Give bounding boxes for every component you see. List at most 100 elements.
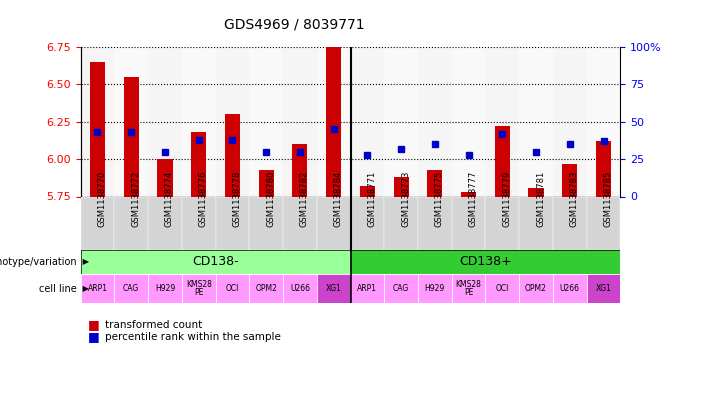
- Bar: [418, 196, 451, 250]
- Text: ▶: ▶: [80, 257, 89, 266]
- Bar: [384, 47, 418, 196]
- Text: CD138-: CD138-: [192, 255, 239, 268]
- Text: XG1: XG1: [326, 284, 341, 293]
- Bar: [148, 47, 182, 196]
- Bar: [182, 196, 216, 250]
- Bar: [157, 159, 172, 196]
- Bar: [182, 47, 216, 196]
- Text: GSM1138779: GSM1138779: [503, 171, 511, 227]
- Bar: [393, 177, 409, 196]
- Bar: [350, 274, 384, 303]
- Bar: [485, 196, 519, 250]
- Bar: [350, 47, 384, 196]
- Bar: [259, 170, 274, 196]
- Text: U266: U266: [290, 284, 310, 293]
- Bar: [216, 47, 250, 196]
- Bar: [418, 47, 451, 196]
- Bar: [81, 250, 350, 274]
- Text: OCI: OCI: [496, 284, 509, 293]
- Bar: [451, 47, 485, 196]
- Text: GSM1138781: GSM1138781: [536, 171, 545, 227]
- Bar: [529, 187, 544, 196]
- Text: ■: ■: [88, 318, 100, 332]
- Bar: [326, 47, 341, 196]
- Text: XG1: XG1: [596, 284, 611, 293]
- Bar: [114, 47, 148, 196]
- Bar: [350, 196, 384, 250]
- Bar: [148, 196, 182, 250]
- Bar: [519, 196, 553, 250]
- Text: GSM1138778: GSM1138778: [233, 171, 241, 227]
- Bar: [350, 250, 620, 274]
- Text: ARP1: ARP1: [358, 284, 377, 293]
- Bar: [216, 274, 250, 303]
- Text: GSM1138770: GSM1138770: [97, 171, 107, 227]
- Text: OPM2: OPM2: [525, 284, 547, 293]
- Bar: [587, 274, 620, 303]
- Text: genotype/variation: genotype/variation: [0, 257, 77, 267]
- Bar: [225, 114, 240, 196]
- Bar: [587, 196, 620, 250]
- Text: GSM1138775: GSM1138775: [435, 171, 444, 227]
- Bar: [418, 274, 451, 303]
- Bar: [90, 62, 105, 196]
- Text: GSM1138776: GSM1138776: [198, 171, 207, 227]
- Text: cell line: cell line: [39, 284, 77, 294]
- Text: GSM1138773: GSM1138773: [401, 171, 410, 227]
- Text: H929: H929: [155, 284, 175, 293]
- Text: KMS28
PE: KMS28 PE: [186, 280, 212, 298]
- Bar: [562, 163, 578, 196]
- Text: GSM1138774: GSM1138774: [165, 171, 174, 227]
- Text: OPM2: OPM2: [255, 284, 277, 293]
- Bar: [191, 132, 206, 196]
- Bar: [485, 47, 519, 196]
- Text: transformed count: transformed count: [105, 320, 203, 330]
- Text: GSM1138772: GSM1138772: [131, 171, 140, 227]
- Bar: [81, 47, 114, 196]
- Bar: [384, 274, 418, 303]
- Bar: [384, 196, 418, 250]
- Bar: [553, 196, 587, 250]
- Text: ▶: ▶: [80, 284, 89, 293]
- Bar: [250, 274, 283, 303]
- Text: GSM1138785: GSM1138785: [604, 171, 613, 227]
- Text: GDS4969 / 8039771: GDS4969 / 8039771: [224, 18, 365, 32]
- Text: H929: H929: [425, 284, 445, 293]
- Bar: [283, 196, 317, 250]
- Bar: [360, 186, 375, 196]
- Text: ARP1: ARP1: [88, 284, 107, 293]
- Text: GSM1138780: GSM1138780: [266, 171, 275, 227]
- Bar: [317, 196, 350, 250]
- Bar: [114, 196, 148, 250]
- Text: KMS28
PE: KMS28 PE: [456, 280, 482, 298]
- Text: percentile rank within the sample: percentile rank within the sample: [105, 332, 281, 342]
- Bar: [81, 274, 114, 303]
- Text: GSM1138784: GSM1138784: [334, 171, 343, 227]
- Bar: [485, 274, 519, 303]
- Bar: [461, 192, 476, 196]
- Bar: [317, 47, 350, 196]
- Bar: [148, 274, 182, 303]
- Text: GSM1138782: GSM1138782: [300, 171, 309, 227]
- Text: CD138+: CD138+: [459, 255, 512, 268]
- Bar: [553, 47, 587, 196]
- Text: ■: ■: [88, 330, 100, 343]
- Text: GSM1138777: GSM1138777: [468, 171, 477, 227]
- Bar: [250, 47, 283, 196]
- Bar: [283, 274, 317, 303]
- Text: GSM1138771: GSM1138771: [367, 171, 376, 227]
- Bar: [81, 196, 114, 250]
- Bar: [283, 47, 317, 196]
- Bar: [182, 274, 216, 303]
- Bar: [519, 274, 553, 303]
- Bar: [123, 77, 139, 196]
- Bar: [495, 126, 510, 196]
- Bar: [427, 170, 442, 196]
- Bar: [596, 141, 611, 196]
- Bar: [587, 47, 620, 196]
- Bar: [292, 144, 308, 196]
- Text: CAG: CAG: [123, 284, 139, 293]
- Bar: [519, 47, 553, 196]
- Bar: [317, 274, 350, 303]
- Text: OCI: OCI: [226, 284, 239, 293]
